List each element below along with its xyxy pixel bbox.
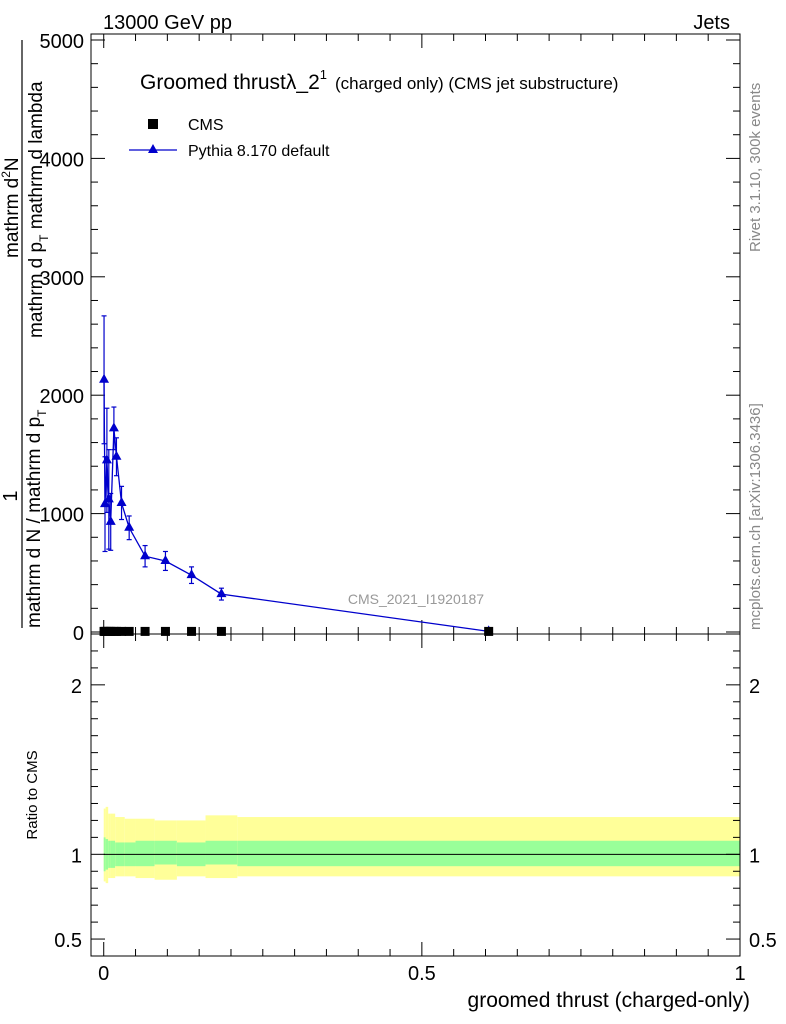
cms-point (160, 626, 170, 636)
cms-point (124, 626, 134, 636)
ratio-y-tick-label-right: 2 (749, 676, 760, 698)
y-label-d2-N: N (2, 157, 23, 171)
y-label-d2-sup: 2 (0, 171, 13, 178)
cms-series (99, 626, 494, 636)
y-label-top-numerator: mathrm d2N (0, 157, 23, 258)
cms-point (111, 626, 121, 636)
ratio-inner-band (237, 840, 740, 867)
y-label-numerator-upper: mathrm d pT mathrm d lambda (26, 81, 51, 338)
ratio-y-tick-label-right: 0.5 (749, 930, 777, 952)
ratio-inner-band (154, 840, 177, 865)
y-label-num-sub: T (37, 234, 51, 242)
x-axis-label: groomed thrust (charged-only) (468, 989, 750, 1012)
legend-pythia-label: Pythia 8.170 default (188, 143, 330, 160)
legend-cms-marker (148, 119, 158, 129)
y-label-num-main: mathrm d p (26, 242, 47, 338)
pythia-point (111, 450, 122, 460)
y-label-den-sub: T (35, 409, 49, 417)
plot-title: Groomed thrustλ_21 (charged only) (CMS je… (140, 67, 618, 94)
pythia-point (186, 569, 197, 579)
cms-point (216, 626, 226, 636)
ratio-x-ticks: 0 0.5 1 (98, 634, 746, 985)
pythia-point (99, 373, 110, 383)
ratio-bands (103, 806, 740, 884)
x-tick-label: 1 (734, 963, 745, 985)
x-tick-label: 0 (98, 963, 109, 985)
y-label-den-main: mathrm d N / mathrm d p (24, 417, 45, 628)
header-energy-label: 13000 GeV pp (103, 12, 232, 34)
pythia-point (160, 554, 171, 564)
plot-title-suffix: (charged only) (CMS jet substructure) (335, 74, 618, 93)
pythia-point (105, 515, 116, 525)
y-label-one: 1 (0, 490, 22, 501)
main-y-tick-label: 0 (73, 623, 84, 645)
ratio-y-tick-label: 2 (71, 676, 82, 698)
ratio-y-tick-label-right: 1 (749, 845, 760, 867)
pythia-point (108, 422, 119, 432)
cms-point (187, 626, 197, 636)
ratio-y-ticks: 0.5 0.5 1 1 2 2 (54, 650, 777, 952)
main-x-ticks (103, 34, 741, 634)
main-y-tick-label: 5000 (40, 31, 85, 53)
pythia-point (216, 588, 227, 598)
main-y-ticks: 0 1000 2000 3000 4000 5000 (40, 31, 740, 645)
ratio-inner-band (205, 840, 238, 865)
ratio-panel: 0.5 0.51 12 2 0 0.5 1 Ratio to CMS groomed th… (24, 633, 777, 1012)
pythia-point (116, 496, 127, 506)
ratio-y-tick-label: 0.5 (54, 930, 82, 952)
pythia-series (99, 315, 494, 635)
main-y-tick-label: 4000 (40, 149, 85, 171)
main-y-tick-label: 1000 (40, 505, 85, 527)
legend-pythia-marker (148, 144, 158, 153)
watermark: CMS_2021_I1920187 (348, 591, 484, 607)
ratio-y-tick-label: 1 (71, 845, 82, 867)
cms-point (140, 626, 150, 636)
legend-cms-label: CMS (188, 117, 224, 134)
mcplots-label: mcplots.cern.ch [arXiv:1306.3436] (747, 403, 764, 630)
legend: CMS Pythia 8.170 default (129, 117, 330, 160)
ratio-panel-frame (90, 633, 741, 957)
cms-point (484, 626, 494, 636)
x-tick-label: 0.5 (408, 963, 436, 985)
main-y-axis-label: 1 mathrm d N / mathrm d pT mathrm d pT m… (0, 40, 51, 628)
pythia-point (124, 521, 135, 531)
ratio-y-axis-label: Ratio to CMS (24, 750, 41, 839)
pythia-point (140, 550, 151, 560)
pythia-point (101, 454, 112, 464)
y-label-num-end: mathrm d lambda (26, 81, 47, 235)
plot-title-sup: 1 (320, 67, 327, 82)
ratio-inner-band (135, 840, 155, 867)
plot-title-main: Groomed thrustλ_2 (140, 71, 320, 94)
cms-point (117, 626, 127, 636)
y-label-numerator: mathrm d N / mathrm d pT (24, 409, 49, 628)
header-jets-label: Jets (693, 12, 730, 34)
main-y-tick-label: 2000 (40, 386, 85, 408)
main-y-tick-label: 3000 (40, 268, 85, 290)
rivet-version-label: Rivet 3.1.10, 300k events (747, 83, 764, 252)
y-label-d2: mathrm d (2, 178, 23, 258)
